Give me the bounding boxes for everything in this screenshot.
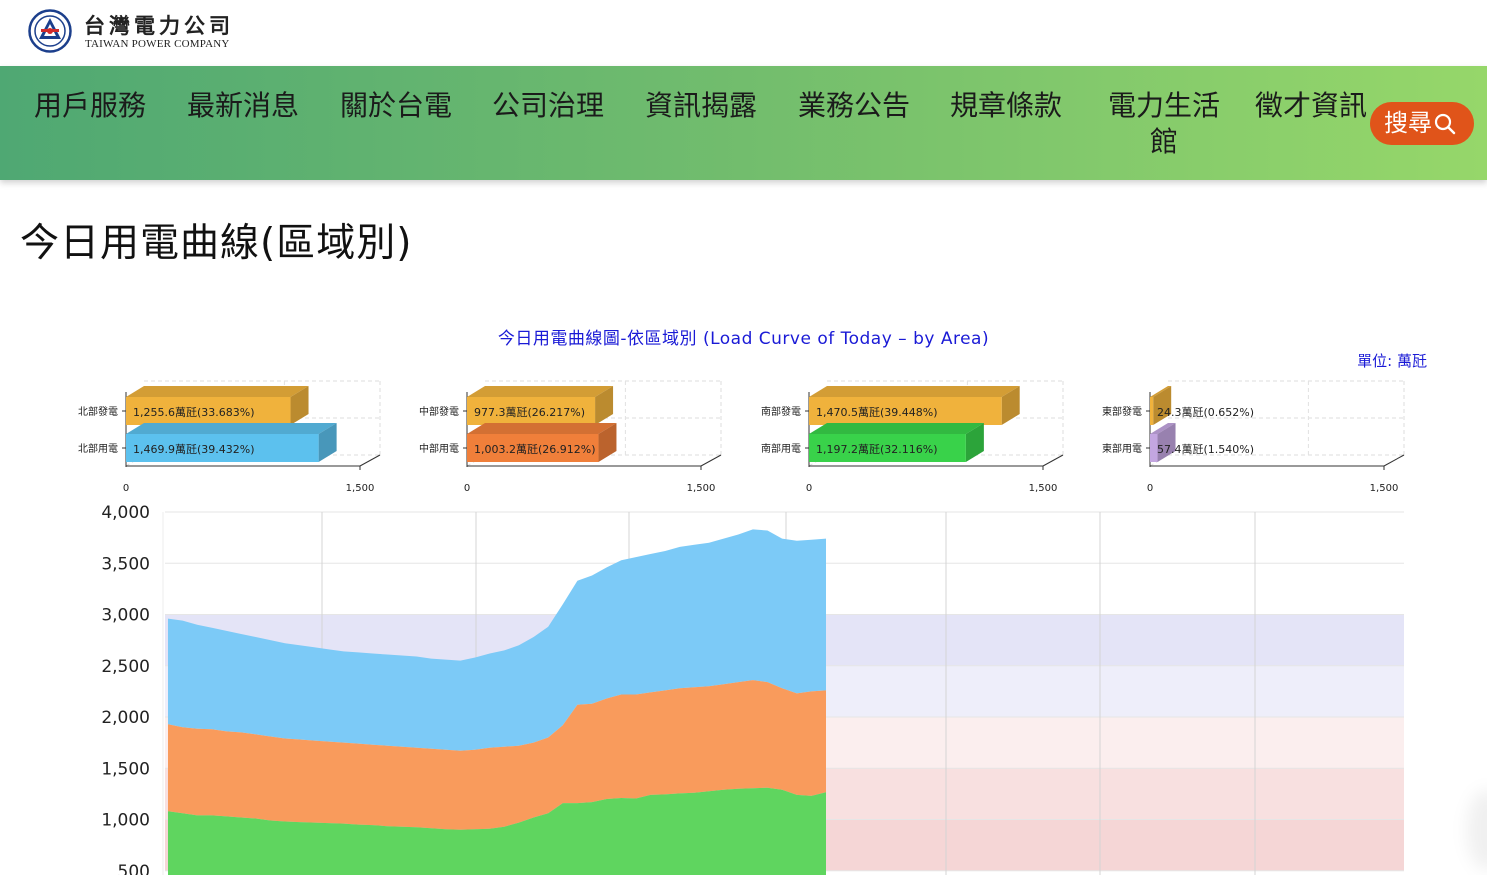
data-label: 24.3萬瓩(0.652%)	[1157, 406, 1254, 419]
nav-item-disclosure[interactable]: 資訊揭露	[645, 89, 758, 122]
x-tick-label: 1,500	[1370, 483, 1399, 494]
data-label: 57.4萬瓩(1.540%)	[1157, 443, 1254, 456]
search-icon	[1434, 113, 1456, 135]
category-label: 北部發電	[78, 405, 118, 418]
nav-item-regulations[interactable]: 規章條款	[950, 89, 1063, 122]
category-label: 北部用電	[78, 442, 118, 455]
category-label: 中部用電	[419, 442, 459, 455]
y-tick-label: 4,000	[101, 503, 150, 523]
category-label: 東部用電	[1102, 442, 1142, 455]
site-header: 台灣電力公司 TAIWAN POWER COMPANY	[0, 0, 1487, 66]
nav-item-careers[interactable]: 徵才資訊	[1255, 89, 1368, 122]
bar-top	[809, 423, 984, 434]
panel-x-axis	[1042, 454, 1064, 467]
x-tick-label: 1,500	[687, 483, 716, 494]
bar-中部用電	[467, 434, 599, 462]
brand-name-en: TAIWAN POWER COMPANY	[85, 38, 230, 50]
y-tick-label: 2,000	[101, 708, 150, 728]
bar-side	[290, 386, 309, 425]
bar-side	[965, 423, 984, 462]
nav-item-governance[interactable]: 公司治理	[492, 89, 605, 122]
y-tick-label: 2,500	[101, 657, 150, 677]
x-tick-label: 0	[123, 483, 129, 494]
panel-x-axis	[700, 454, 722, 467]
panel-x-axis	[1383, 454, 1405, 467]
y-tick-label: 500	[118, 862, 150, 875]
category-label: 中部發電	[419, 405, 459, 418]
bar-top	[126, 386, 309, 397]
nav-item-power-life[interactable]: 電力生活館	[1107, 89, 1220, 158]
bar-side	[1153, 386, 1172, 425]
nav-item-customer-service[interactable]: 用戶服務	[34, 89, 147, 122]
bar-top	[467, 423, 617, 434]
x-tick-label: 1,500	[346, 483, 375, 494]
brand-name-zh: 台灣電力公司	[84, 13, 234, 38]
bar-中部發電	[467, 397, 596, 425]
nav-item-news[interactable]: 最新消息	[187, 89, 300, 122]
chart-title: 今日用電曲線圖-依區域別 (Load Curve of Today – by A…	[497, 329, 990, 349]
bar-北部發電	[126, 397, 291, 425]
bar-東部用電	[1150, 434, 1158, 462]
nav-item-announcements[interactable]: 業務公告	[798, 89, 911, 122]
data-label: 1,255.6萬瓩(33.683%)	[133, 406, 255, 419]
main-nav: 用戶服務 最新消息 關於台電 公司治理 資訊揭露 業務公告 規章條款 電力生活館…	[0, 66, 1487, 180]
bar-東部發電	[1150, 397, 1154, 425]
category-label: 南部用電	[761, 442, 801, 455]
bar-side	[318, 423, 337, 462]
area-series-orange	[168, 680, 826, 830]
x-tick-label: 0	[806, 483, 812, 494]
y-tick-label: 3,500	[101, 554, 150, 574]
category-label: 南部發電	[761, 405, 801, 418]
x-tick-label: 1,500	[1029, 483, 1058, 494]
bar-南部發電	[809, 397, 1002, 425]
y-tick-label: 1,500	[101, 759, 150, 779]
y-tick-label: 3,000	[101, 606, 150, 626]
data-label: 1,197.2萬瓩(32.116%)	[816, 443, 938, 456]
data-label: 1,470.5萬瓩(39.448%)	[816, 406, 938, 419]
nav-item-about[interactable]: 關於台電	[340, 89, 453, 122]
bar-side	[598, 423, 617, 462]
y-tick-label: 1,000	[101, 811, 150, 831]
taipower-logo-icon[interactable]	[28, 9, 72, 53]
bar-北部用電	[126, 434, 319, 462]
search-button-label: 搜尋	[1384, 109, 1432, 137]
category-label: 東部發電	[1102, 405, 1142, 418]
area-series-green	[168, 787, 826, 875]
data-label: 1,469.9萬瓩(39.432%)	[133, 443, 255, 456]
bar-side	[595, 386, 614, 425]
page-title: 今日用電曲線(區域別)	[20, 221, 413, 266]
x-tick-label: 0	[464, 483, 470, 494]
bar-side	[1157, 423, 1176, 462]
search-button[interactable]: 搜尋	[1370, 102, 1474, 145]
x-tick-label: 0	[1147, 483, 1153, 494]
bar-top	[809, 386, 1020, 397]
bar-top	[1150, 386, 1172, 397]
bar-南部用電	[809, 434, 966, 462]
unit-label: 單位: 萬瓩	[1357, 352, 1427, 370]
bar-top	[1150, 423, 1176, 434]
bar-top	[126, 423, 337, 434]
bar-top	[467, 386, 614, 397]
area-series-blue	[168, 529, 826, 751]
data-label: 977.3萬瓩(26.217%)	[474, 406, 585, 419]
panel-x-axis	[359, 454, 381, 467]
data-label: 1,003.2萬瓩(26.912%)	[474, 443, 596, 456]
bar-side	[1001, 386, 1020, 425]
